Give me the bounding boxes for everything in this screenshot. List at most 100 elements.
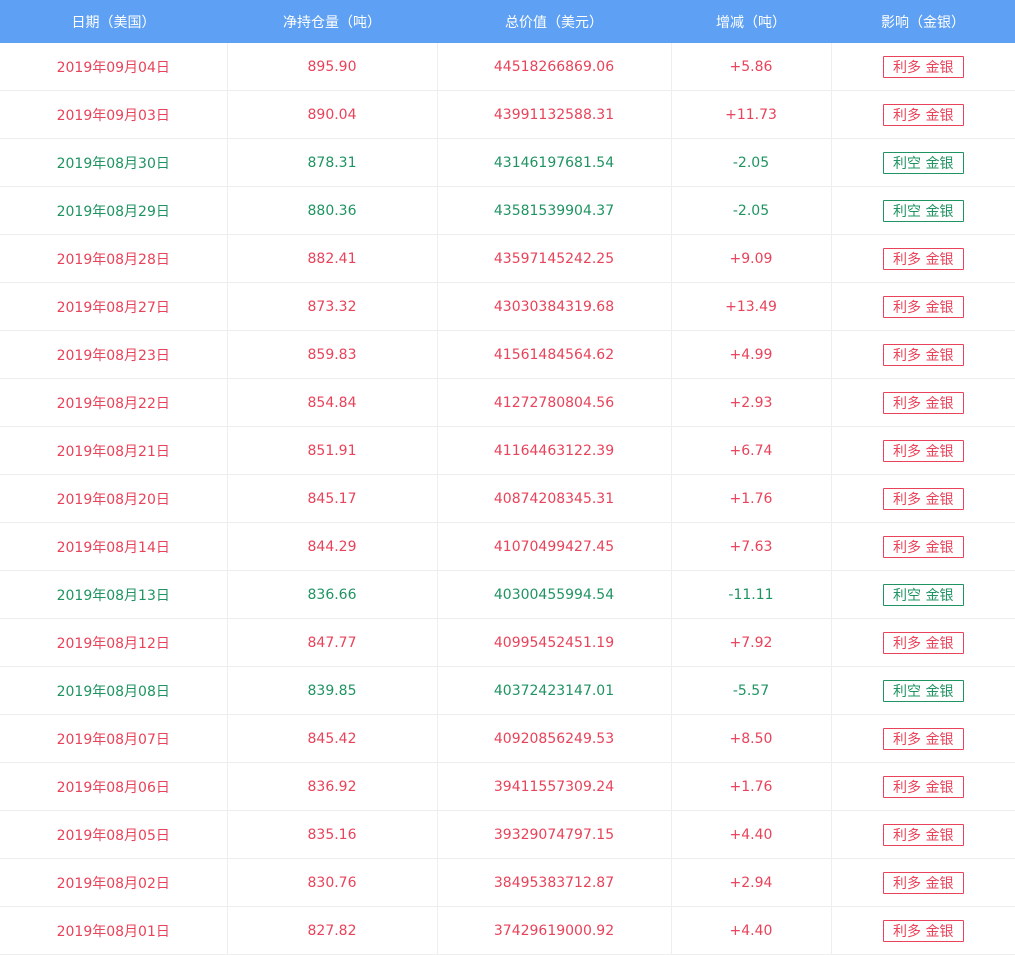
value-cell: 40874208345.31 (437, 474, 672, 523)
header-value: 总价值（美元） (437, 0, 671, 43)
header-holding: 净持仓量（吨） (227, 0, 437, 43)
value-cell: 39411557309.24 (437, 762, 672, 811)
value-cell: 41561484564.62 (437, 330, 672, 379)
impact-badge[interactable]: 利多 金银 (882, 631, 964, 654)
impact-cell: 利多 金银 (831, 43, 1015, 91)
date-cell: 2019年08月29日 (0, 186, 228, 235)
impact-badge[interactable]: 利多 金银 (882, 391, 964, 414)
holding-cell: 878.31 (227, 138, 438, 187)
date-cell: 2019年08月13日 (0, 570, 228, 619)
impact-cell: 利多 金银 (831, 762, 1015, 811)
change-cell: +11.73 (671, 90, 832, 139)
table-row: 2019年08月28日 882.41 43597145242.25 +9.09 利多 金… (0, 234, 1015, 283)
change-cell: +4.99 (671, 330, 832, 379)
impact-cell: 利多 金银 (831, 714, 1015, 763)
holding-cell: 835.16 (227, 810, 438, 859)
value-cell: 41272780804.56 (437, 378, 672, 427)
holding-cell: 836.92 (227, 762, 438, 811)
date-cell: 2019年08月27日 (0, 282, 228, 331)
holding-cell: 873.32 (227, 282, 438, 331)
table-row: 2019年09月03日 890.04 43991132588.31 +11.73 利多 … (0, 90, 1015, 139)
change-cell: +7.63 (671, 522, 832, 571)
impact-cell: 利多 金银 (831, 810, 1015, 859)
date-cell: 2019年08月30日 (0, 138, 228, 187)
change-cell: -5.57 (671, 666, 832, 715)
date-cell: 2019年08月28日 (0, 234, 228, 283)
date-cell: 2019年08月21日 (0, 426, 228, 475)
impact-badge[interactable]: 利空 金银 (882, 199, 964, 222)
impact-badge[interactable]: 利多 金银 (882, 343, 964, 366)
impact-badge[interactable]: 利多 金银 (882, 103, 964, 126)
impact-cell: 利多 金银 (831, 234, 1015, 283)
holding-cell: 854.84 (227, 378, 438, 427)
value-cell: 44518266869.06 (437, 43, 672, 91)
holding-cell: 845.42 (227, 714, 438, 763)
table-row: 2019年08月05日 835.16 39329074797.15 +4.40 利多 金… (0, 810, 1015, 859)
date-cell: 2019年08月01日 (0, 906, 228, 955)
holding-cell: 844.29 (227, 522, 438, 571)
impact-cell: 利多 金银 (831, 618, 1015, 667)
impact-cell: 利多 金银 (831, 90, 1015, 139)
impact-badge[interactable]: 利多 金银 (882, 727, 964, 750)
impact-badge[interactable]: 利多 金银 (882, 871, 964, 894)
table-header: 日期（美国） 净持仓量（吨） 总价值（美元） 增减（吨） 影响（金银） (0, 0, 1015, 43)
impact-cell: 利空 金银 (831, 138, 1015, 187)
table-body: 2019年09月04日 895.90 44518266869.06 +5.86 利多 金… (0, 43, 1015, 955)
change-cell: -2.05 (671, 138, 832, 187)
impact-badge[interactable]: 利多 金银 (882, 295, 964, 318)
table-row: 2019年08月12日 847.77 40995452451.19 +7.92 利多 金… (0, 618, 1015, 667)
table-row: 2019年08月23日 859.83 41561484564.62 +4.99 利多 金… (0, 330, 1015, 379)
impact-cell: 利空 金银 (831, 570, 1015, 619)
holding-cell: 847.77 (227, 618, 438, 667)
holding-cell: 880.36 (227, 186, 438, 235)
date-cell: 2019年08月22日 (0, 378, 228, 427)
impact-cell: 利多 金银 (831, 858, 1015, 907)
impact-cell: 利空 金银 (831, 186, 1015, 235)
header-date: 日期（美国） (0, 0, 227, 43)
change-cell: +1.76 (671, 474, 832, 523)
table-row: 2019年08月29日 880.36 43581539904.37 -2.05 利空 金… (0, 186, 1015, 235)
impact-badge[interactable]: 利空 金银 (882, 679, 964, 702)
impact-cell: 利多 金银 (831, 282, 1015, 331)
change-cell: +2.93 (671, 378, 832, 427)
impact-badge[interactable]: 利空 金银 (882, 583, 964, 606)
change-cell: +13.49 (671, 282, 832, 331)
impact-badge[interactable]: 利多 金银 (882, 823, 964, 846)
change-cell: -11.11 (671, 570, 832, 619)
date-cell: 2019年09月04日 (0, 43, 228, 91)
table-row: 2019年08月01日 827.82 37429619000.92 +4.40 利多 金… (0, 906, 1015, 955)
impact-cell: 利多 金银 (831, 474, 1015, 523)
date-cell: 2019年08月08日 (0, 666, 228, 715)
table-row: 2019年08月27日 873.32 43030384319.68 +13.49 利多 … (0, 282, 1015, 331)
value-cell: 41164463122.39 (437, 426, 672, 475)
holding-cell: 851.91 (227, 426, 438, 475)
impact-badge[interactable]: 利多 金银 (882, 919, 964, 942)
value-cell: 40920856249.53 (437, 714, 672, 763)
value-cell: 43030384319.68 (437, 282, 672, 331)
value-cell: 40372423147.01 (437, 666, 672, 715)
date-cell: 2019年08月12日 (0, 618, 228, 667)
change-cell: +7.92 (671, 618, 832, 667)
holding-cell: 845.17 (227, 474, 438, 523)
impact-badge[interactable]: 利多 金银 (882, 487, 964, 510)
date-cell: 2019年09月03日 (0, 90, 228, 139)
date-cell: 2019年08月23日 (0, 330, 228, 379)
holding-cell: 839.85 (227, 666, 438, 715)
date-cell: 2019年08月20日 (0, 474, 228, 523)
holding-cell: 827.82 (227, 906, 438, 955)
impact-badge[interactable]: 利多 金银 (882, 247, 964, 270)
table-row: 2019年08月20日 845.17 40874208345.31 +1.76 利多 金… (0, 474, 1015, 523)
impact-badge[interactable]: 利多 金银 (882, 55, 964, 78)
impact-badge[interactable]: 利多 金银 (882, 535, 964, 558)
impact-badge[interactable]: 利多 金银 (882, 775, 964, 798)
holding-cell: 890.04 (227, 90, 438, 139)
date-cell: 2019年08月06日 (0, 762, 228, 811)
value-cell: 37429619000.92 (437, 906, 672, 955)
table-row: 2019年09月04日 895.90 44518266869.06 +5.86 利多 金… (0, 43, 1015, 91)
impact-cell: 利多 金银 (831, 426, 1015, 475)
table-row: 2019年08月07日 845.42 40920856249.53 +8.50 利多 金… (0, 714, 1015, 763)
date-cell: 2019年08月14日 (0, 522, 228, 571)
impact-badge[interactable]: 利多 金银 (882, 439, 964, 462)
header-row: 日期（美国） 净持仓量（吨） 总价值（美元） 增减（吨） 影响（金银） (0, 0, 1015, 43)
impact-badge[interactable]: 利空 金银 (882, 151, 964, 174)
